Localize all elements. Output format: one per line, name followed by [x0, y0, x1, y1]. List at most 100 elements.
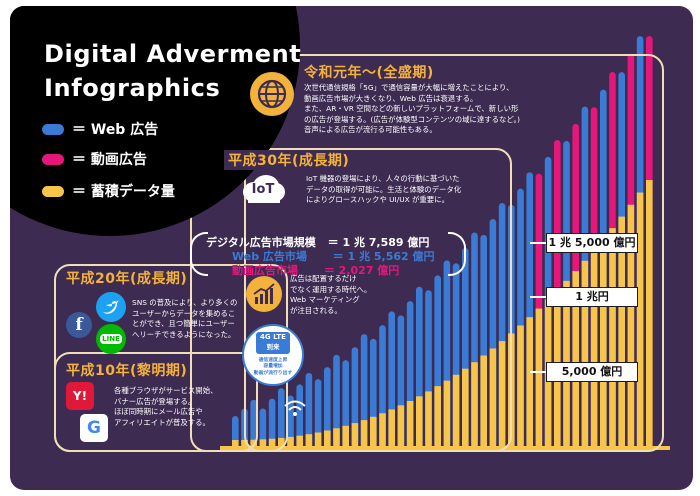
background-bar-top	[314, 379, 322, 446]
background-bar-base	[232, 440, 239, 446]
h20-text: SNS の普及により、より多くの ユーザーからデータを集めるこ とができ、且つ簡…	[132, 298, 237, 340]
legend-video-label: ＝ 動画広告	[72, 152, 147, 168]
callout-connector-2	[530, 296, 546, 298]
h10-text-line: アフィリエイトが普及する。	[114, 417, 210, 427]
background-bar-base	[379, 413, 386, 446]
background-bar-top	[296, 384, 303, 446]
background-bar-base	[333, 428, 340, 446]
market-web-label: Web 広告市場	[232, 250, 307, 263]
background-bar-base	[609, 228, 616, 446]
background-bar-base	[287, 436, 294, 446]
background-bar-base	[452, 374, 460, 446]
background-bar-base	[397, 405, 405, 446]
background-bar-base	[517, 325, 524, 446]
iot-icon: IoT	[240, 174, 286, 204]
background-bar-base	[416, 396, 423, 446]
background-bar-top	[324, 367, 331, 446]
background-bar-base	[646, 180, 653, 446]
background-bar-top	[342, 360, 349, 446]
background-bar-base	[462, 368, 469, 446]
background-bar-base	[535, 308, 543, 446]
lte-bubble: 4G LTE 到来 通信速度上昇 容量増加 動画が流行り出す	[242, 324, 304, 386]
background-bar-top	[259, 408, 267, 446]
background-bar	[342, 360, 349, 446]
background-bar	[590, 107, 598, 446]
background-bar-base	[480, 355, 487, 446]
h30-frame	[190, 148, 512, 452]
background-bar	[535, 173, 543, 446]
background-bar-top	[232, 416, 239, 446]
background-bar	[232, 416, 239, 446]
legend-video: ＝ 動画広告	[42, 148, 147, 170]
background-bar-base	[259, 439, 267, 446]
background-bar	[609, 71, 616, 446]
background-bar-base	[526, 317, 533, 446]
line-icon: LINE	[96, 324, 126, 354]
lte-caption-line: 通信速度上昇	[258, 358, 288, 363]
background-bar	[259, 408, 267, 446]
reiwa-title: 令和元年〜(全盛期)	[304, 65, 434, 81]
market-total-row: デジタル広告市場規模 ＝ 1 兆 7,589 億円	[206, 234, 429, 250]
background-bar-base	[471, 362, 478, 446]
background-bar-top	[305, 372, 313, 446]
market-total-value: ＝ 1 兆 7,589 億円	[327, 236, 430, 249]
globe-icon	[250, 72, 294, 116]
background-bar	[462, 247, 469, 446]
legend-web-label: ＝ Web 広告	[72, 122, 159, 138]
background-bar-top	[333, 354, 340, 446]
background-bar-top	[360, 334, 368, 446]
background-bar-base	[314, 432, 322, 446]
background-bar	[646, 36, 653, 446]
background-bar-base	[351, 423, 359, 446]
reiwa-text-line: 音声による広告が流行る可能性もある。	[304, 125, 437, 134]
reiwa-text-line: 動画広告市場が大きくなり、Web 広告は衰退する。	[304, 93, 478, 103]
background-bar	[416, 286, 423, 446]
reiwa-text-line: また、AR・VR 空間などの新しいプラットフォームで、新しい形	[304, 104, 519, 113]
background-bar-base	[360, 420, 368, 446]
background-bar	[333, 354, 340, 446]
background-bar	[517, 188, 524, 446]
background-bar-base	[296, 435, 303, 446]
market-web-row: Web 広告市場 ＝ 1 兆 5,562 億円	[232, 248, 435, 264]
google-label: G	[87, 418, 101, 438]
background-bar-base	[406, 400, 414, 446]
callout-connector-3	[530, 371, 546, 373]
background-bar-base	[636, 192, 644, 446]
background-bar	[388, 311, 395, 446]
background-bar	[370, 338, 377, 446]
h30-side-line: 広告は配置するだけ	[290, 274, 357, 283]
background-bar-base	[618, 216, 625, 446]
market-video-label: 動画広告市場	[232, 264, 298, 277]
wifi-icon	[282, 398, 308, 418]
reiwa-text-line: の広告が登場する。(広告が体験型コンテンツの域に達するなど。)	[304, 114, 521, 124]
facebook-icon: f	[66, 312, 92, 338]
background-bar-base	[388, 409, 395, 446]
h20-text-line: SNS の普及により、より多くの	[132, 298, 238, 307]
h30-text-line: データの取得が可能に。生活と体験のデータ化	[306, 184, 462, 194]
background-bar-base	[425, 391, 432, 446]
h30-side-line: が注目される。	[290, 305, 342, 315]
lte-badge-title: 4G LTE	[260, 333, 286, 341]
background-bar	[452, 263, 460, 446]
background-bar	[434, 275, 441, 446]
line-label: LINE	[100, 334, 122, 344]
google-icon: G	[80, 414, 108, 442]
h10-text: 各種ブラウザがサービス開始、 バナー広告が登場する。 ほぼ同時期にメール広告や …	[114, 386, 217, 428]
background-bar-top	[278, 388, 285, 446]
h20-text-line: へリーチできるようになった。	[132, 329, 236, 339]
yahoo-label: Y!	[72, 389, 88, 403]
background-bar	[351, 347, 359, 446]
background-bar-base	[498, 341, 506, 446]
h10-text-line: バナー広告が登場する。	[114, 396, 196, 406]
background-bar	[471, 232, 478, 446]
lte-badge-sub: 到来	[266, 343, 280, 351]
background-bar-base	[590, 250, 598, 446]
background-bar-top	[351, 347, 359, 446]
h30-text-line: IoT 機器の登場により、人々の行動に基づいた	[306, 174, 460, 183]
background-bar	[305, 372, 313, 446]
legend-data-swatch	[42, 185, 64, 197]
background-bar-base	[434, 386, 441, 446]
background-bar-top	[250, 399, 257, 446]
callout-1-trillion: 1 兆円	[546, 287, 638, 307]
